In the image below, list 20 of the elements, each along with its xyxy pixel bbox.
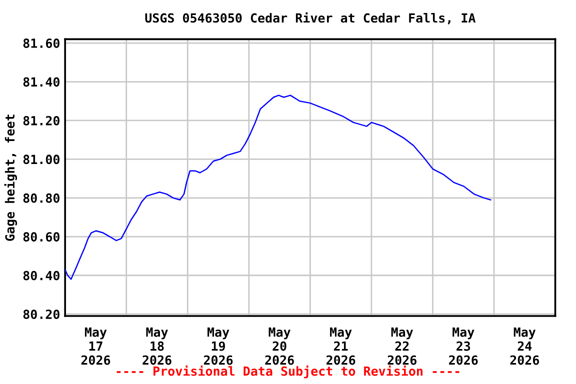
x-tick-label: May 20 2026 <box>265 328 294 365</box>
x-tick-label: May 23 2026 <box>449 328 478 365</box>
y-tick-label: 81.00 <box>23 154 60 164</box>
x-tick-label: May 18 2026 <box>142 328 172 365</box>
line-series <box>65 94 492 280</box>
x-tick-label: May 22 2026 <box>388 328 416 365</box>
x-tick-label: May 24 2026 <box>510 328 539 365</box>
y-tick-label: 81.60 <box>23 38 60 48</box>
x-tick-label: May 17 2026 <box>81 328 110 365</box>
y-tick-label: 80.60 <box>23 232 60 242</box>
y-tick-label: 81.20 <box>23 116 60 126</box>
y-axis-title: Gage height, feet <box>4 114 18 241</box>
chart-title: USGS 05463050 Cedar River at Cedar Falls, IA <box>145 12 476 24</box>
y-tick-label: 81.40 <box>23 77 60 87</box>
y-tick-label: 80.20 <box>23 310 60 320</box>
y-tick-label: 80.80 <box>23 193 60 203</box>
text: ---- Provisional Data Subject to Revision ---- <box>116 365 460 378</box>
x-tick-label: May 19 2026 <box>204 328 233 365</box>
x-tick-label: May 21 2026 <box>326 328 356 365</box>
y-tick-label: 80.40 <box>23 270 60 280</box>
